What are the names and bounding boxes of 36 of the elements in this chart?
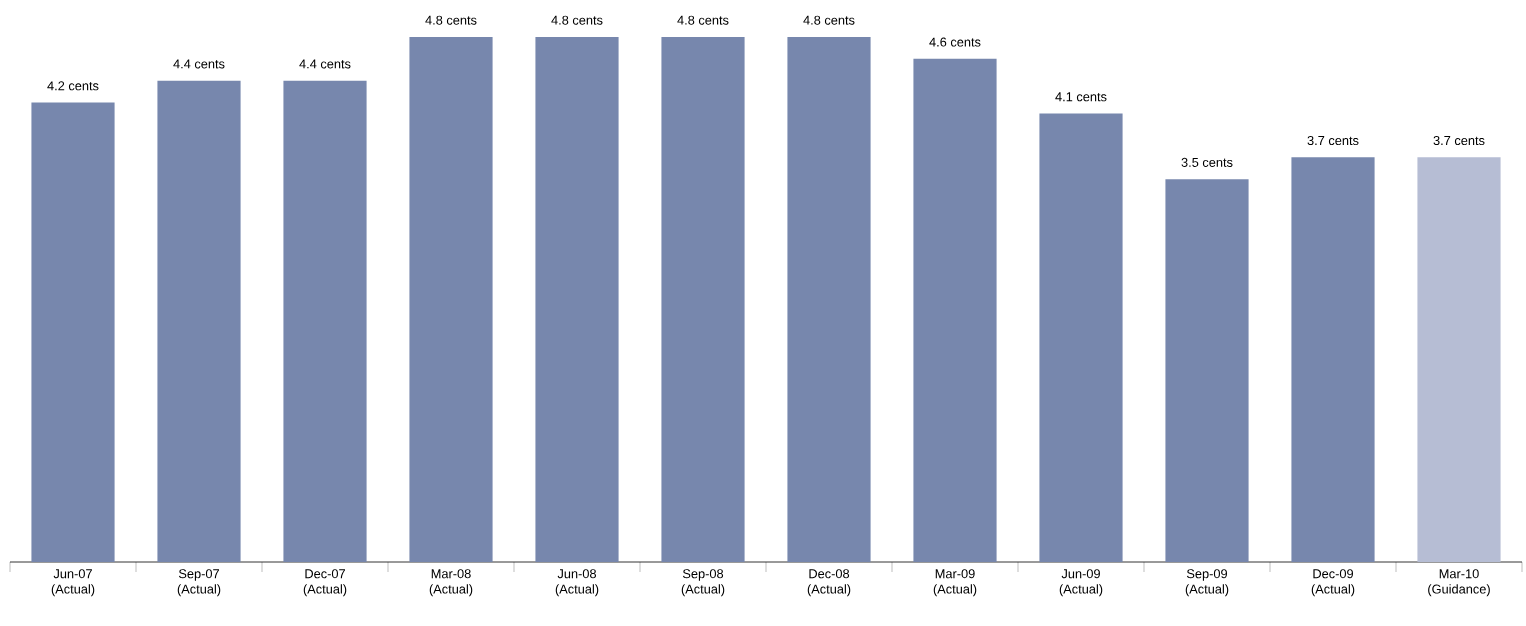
data-label: 4.8 cents: [425, 15, 477, 25]
bar: [1291, 157, 1375, 562]
x-tick-label: Sep-08 (Actual): [681, 569, 725, 597]
x-tick-label: Jun-09 (Actual): [1059, 569, 1103, 597]
data-label: 3.5 cents: [1181, 157, 1233, 167]
x-tick-label: Mar-10 (Guidance): [1428, 569, 1490, 597]
data-label: 4.4 cents: [299, 59, 351, 69]
data-label: 4.8 cents: [677, 15, 729, 25]
data-label: 4.4 cents: [173, 59, 225, 69]
x-tick-label: Dec-09 (Actual): [1311, 569, 1355, 597]
data-label: 3.7 cents: [1433, 135, 1485, 146]
data-label: 4.8 cents: [803, 15, 855, 25]
x-tick-label: Jun-08 (Actual): [555, 569, 599, 597]
bar: [787, 37, 871, 562]
bar: [661, 37, 745, 562]
bar: [1165, 179, 1249, 562]
x-tick-label: Sep-09 (Actual): [1185, 569, 1229, 597]
bar: [913, 58, 997, 562]
data-label: 4.6 cents: [929, 37, 981, 47]
x-tick-label: Jun-07 (Actual): [51, 569, 95, 597]
x-tick-label: Sep-07 (Actual): [177, 569, 221, 597]
data-label: 4.8 cents: [551, 15, 603, 25]
data-label: 3.7 cents: [1307, 135, 1359, 146]
data-label: 4.1 cents: [1055, 92, 1107, 102]
x-tick-label: Dec-07 (Actual): [303, 569, 347, 597]
bar: [409, 37, 493, 562]
x-tick-label: Dec-08 (Actual): [807, 569, 851, 597]
bar: [283, 80, 367, 562]
x-tick-label: Mar-08 (Actual): [429, 569, 473, 597]
x-tick-label: Mar-09 (Actual): [933, 569, 977, 597]
bar: [1417, 157, 1501, 562]
bar: [31, 102, 115, 562]
bar: [535, 37, 619, 562]
data-label: 4.2 cents: [47, 81, 99, 91]
bar: [1039, 113, 1123, 562]
bar: [157, 80, 241, 562]
